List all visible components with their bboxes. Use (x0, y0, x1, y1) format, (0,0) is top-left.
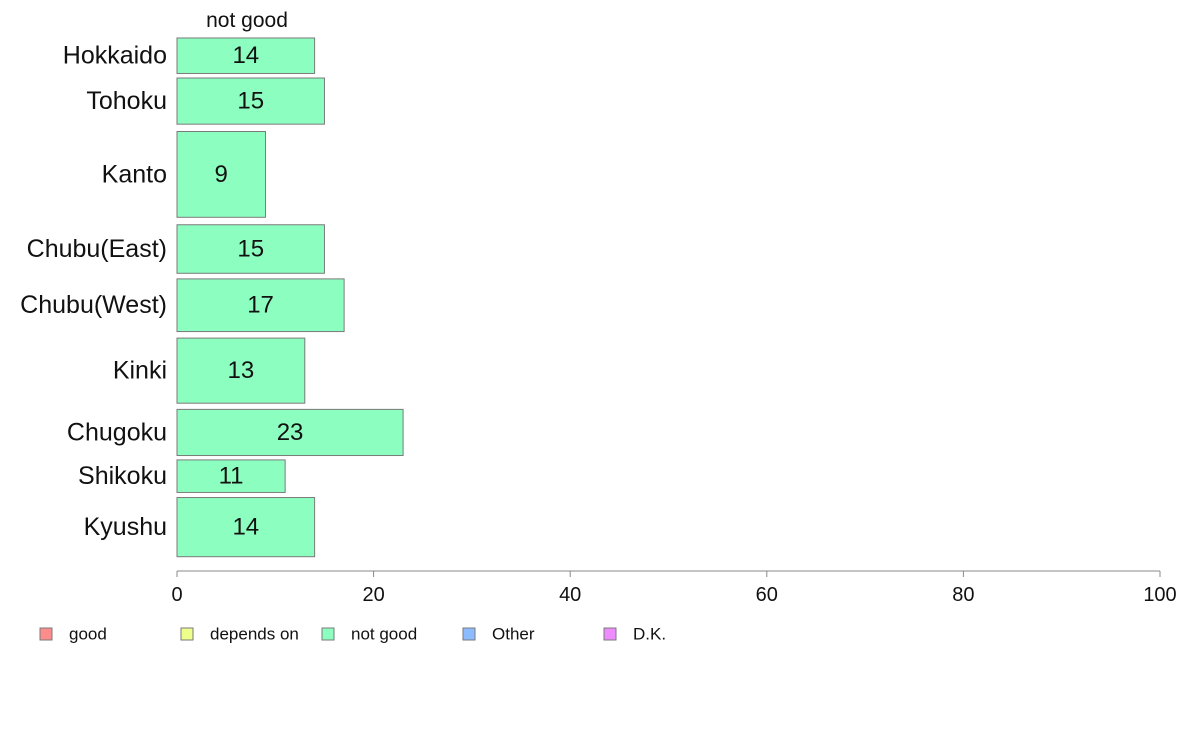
bar (176, 37, 316, 74)
legend-swatch (603, 627, 617, 641)
bar (176, 77, 325, 125)
bar-value-label: 14 (232, 42, 259, 69)
bar (176, 278, 345, 333)
category-label: Tohoku (86, 87, 167, 115)
bar-value-label: 11 (219, 463, 244, 490)
bar-value-label: 14 (232, 514, 259, 541)
bar-value-label: 23 (277, 419, 304, 446)
category-label: Chubu(West) (20, 291, 167, 319)
category-label: Shikoku (78, 462, 167, 490)
bar-value-label: 13 (228, 357, 255, 384)
x-tick-label: 20 (362, 584, 384, 606)
x-tick-label: 0 (171, 584, 182, 606)
legend-label: good (69, 625, 107, 644)
legend-label: not good (351, 625, 417, 644)
x-tick-label: 80 (952, 584, 974, 606)
legend-label: Other (492, 625, 535, 644)
bar (176, 459, 286, 493)
category-label: Kyushu (84, 513, 167, 541)
bar (176, 408, 404, 457)
category-label: Hokkaido (63, 42, 167, 70)
bar-value-label: 9 (215, 161, 228, 188)
category-label: Chubu(East) (27, 235, 167, 263)
legend-label: depends on (210, 625, 299, 644)
category-label: Kinki (113, 357, 167, 385)
bar-value-label: 15 (237, 88, 264, 115)
bar-value-label: 15 (237, 236, 264, 263)
bar-value-label: 17 (247, 292, 274, 319)
bar (176, 337, 306, 404)
category-label: Chugoku (67, 418, 167, 446)
legend-swatch (462, 627, 476, 641)
legend-label: D.K. (633, 625, 666, 644)
x-tick-label: 40 (559, 584, 581, 606)
legend-swatch (180, 627, 194, 641)
bar (176, 130, 266, 218)
x-tick-label: 60 (756, 584, 778, 606)
legend-swatch (39, 627, 53, 641)
bar (176, 224, 325, 274)
bar (176, 497, 316, 558)
category-label: Kanto (102, 160, 167, 188)
x-tick-label: 100 (1143, 584, 1176, 606)
column-header-label: not good (206, 9, 288, 32)
legend-swatch (321, 627, 335, 641)
